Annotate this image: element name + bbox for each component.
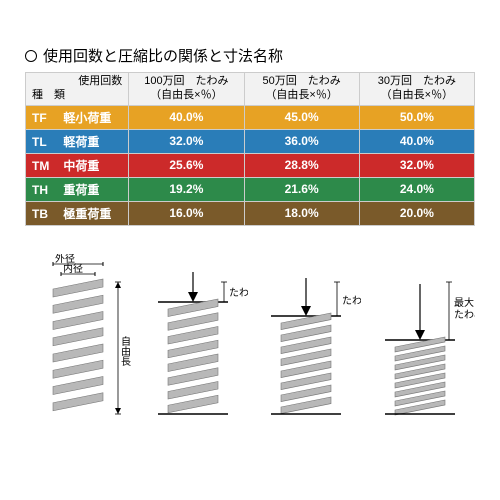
data-cell: 24.0% xyxy=(359,177,474,201)
spring-icon xyxy=(168,299,218,413)
spring-free-svg: 外径 内径 自由長 xyxy=(25,254,135,424)
header-type-top: 使用回数 xyxy=(28,75,126,89)
diagram-deflect-1: たわみ xyxy=(143,254,248,424)
table-row: TF 軽小荷重40.0%45.0%50.0% xyxy=(26,105,475,129)
header-type: 使用回数 種 類 xyxy=(26,73,129,106)
diagram-free-length: 外径 内径 自由長 xyxy=(25,254,135,424)
table-row: TL 軽荷重32.0%36.0%40.0% xyxy=(26,129,475,153)
data-cell: 28.8% xyxy=(244,153,359,177)
diagram-deflect-2: たわみ xyxy=(256,254,361,424)
header-col1-bottom: （自由長×％） xyxy=(131,89,241,103)
spring-icon xyxy=(281,313,331,414)
type-cell: TB 極重荷重 xyxy=(26,201,129,225)
data-cell: 45.0% xyxy=(244,105,359,129)
header-col3-top: 30万回 たわみ xyxy=(362,75,472,89)
header-col3-bottom: （自由長×％） xyxy=(362,89,472,103)
type-cell: TL 軽荷重 xyxy=(26,129,129,153)
spring-d2-svg: たわみ xyxy=(256,254,361,424)
table-row: TM 中荷重25.6%28.8%32.0% xyxy=(26,153,475,177)
data-cell: 36.0% xyxy=(244,129,359,153)
data-cell: 32.0% xyxy=(129,129,244,153)
data-cell: 19.2% xyxy=(129,177,244,201)
data-cell: 16.0% xyxy=(129,201,244,225)
data-cell: 20.0% xyxy=(359,201,474,225)
spring-dmax-svg: 最大 たわみ xyxy=(370,254,475,424)
label-free: 自由長 xyxy=(119,334,131,366)
table-row: TB 極重荷重16.0%18.0%20.0% xyxy=(26,201,475,225)
spring-table: 使用回数 種 類 100万回 たわみ （自由長×％） 50万回 たわみ （自由長… xyxy=(25,72,475,226)
data-cell: 21.6% xyxy=(244,177,359,201)
header-col2-top: 50万回 たわみ xyxy=(247,75,357,89)
spring-icon xyxy=(395,337,445,415)
title-bullet-icon xyxy=(25,50,37,62)
data-cell: 18.0% xyxy=(244,201,359,225)
header-col2-bottom: （自由長×％） xyxy=(247,89,357,103)
table-row: TH 重荷重19.2%21.6%24.0% xyxy=(26,177,475,201)
header-type-bottom: 種 類 xyxy=(28,89,126,103)
label-deflect1: たわみ xyxy=(229,287,248,299)
spring-icon xyxy=(53,279,103,411)
label-deflect2: たわみ xyxy=(342,295,361,307)
table-body: TF 軽小荷重40.0%45.0%50.0%TL 軽荷重32.0%36.0%40… xyxy=(26,105,475,225)
data-cell: 40.0% xyxy=(129,105,244,129)
header-row: 使用回数 種 類 100万回 たわみ （自由長×％） 50万回 たわみ （自由長… xyxy=(26,73,475,106)
spring-d1-svg: たわみ xyxy=(143,254,248,424)
header-col1: 100万回 たわみ （自由長×％） xyxy=(129,73,244,106)
data-cell: 50.0% xyxy=(359,105,474,129)
header-col1-top: 100万回 たわみ xyxy=(131,75,241,89)
page-title: 使用回数と圧縮比の関係と寸法名称 xyxy=(43,45,283,66)
data-cell: 40.0% xyxy=(359,129,474,153)
type-cell: TF 軽小荷重 xyxy=(26,105,129,129)
type-cell: TH 重荷重 xyxy=(26,177,129,201)
page-title-row: 使用回数と圧縮比の関係と寸法名称 xyxy=(25,45,475,66)
label-max1: 最大 xyxy=(454,296,474,309)
label-inner: 内径 xyxy=(63,262,83,275)
diagram-row: 外径 内径 自由長 たわみ xyxy=(25,244,475,424)
header-col2: 50万回 たわみ （自由長×％） xyxy=(244,73,359,106)
data-cell: 25.6% xyxy=(129,153,244,177)
diagram-deflect-max: 最大 たわみ xyxy=(370,254,475,424)
data-cell: 32.0% xyxy=(359,153,474,177)
header-col3: 30万回 たわみ （自由長×％） xyxy=(359,73,474,106)
type-cell: TM 中荷重 xyxy=(26,153,129,177)
label-max2: たわみ xyxy=(454,309,475,321)
